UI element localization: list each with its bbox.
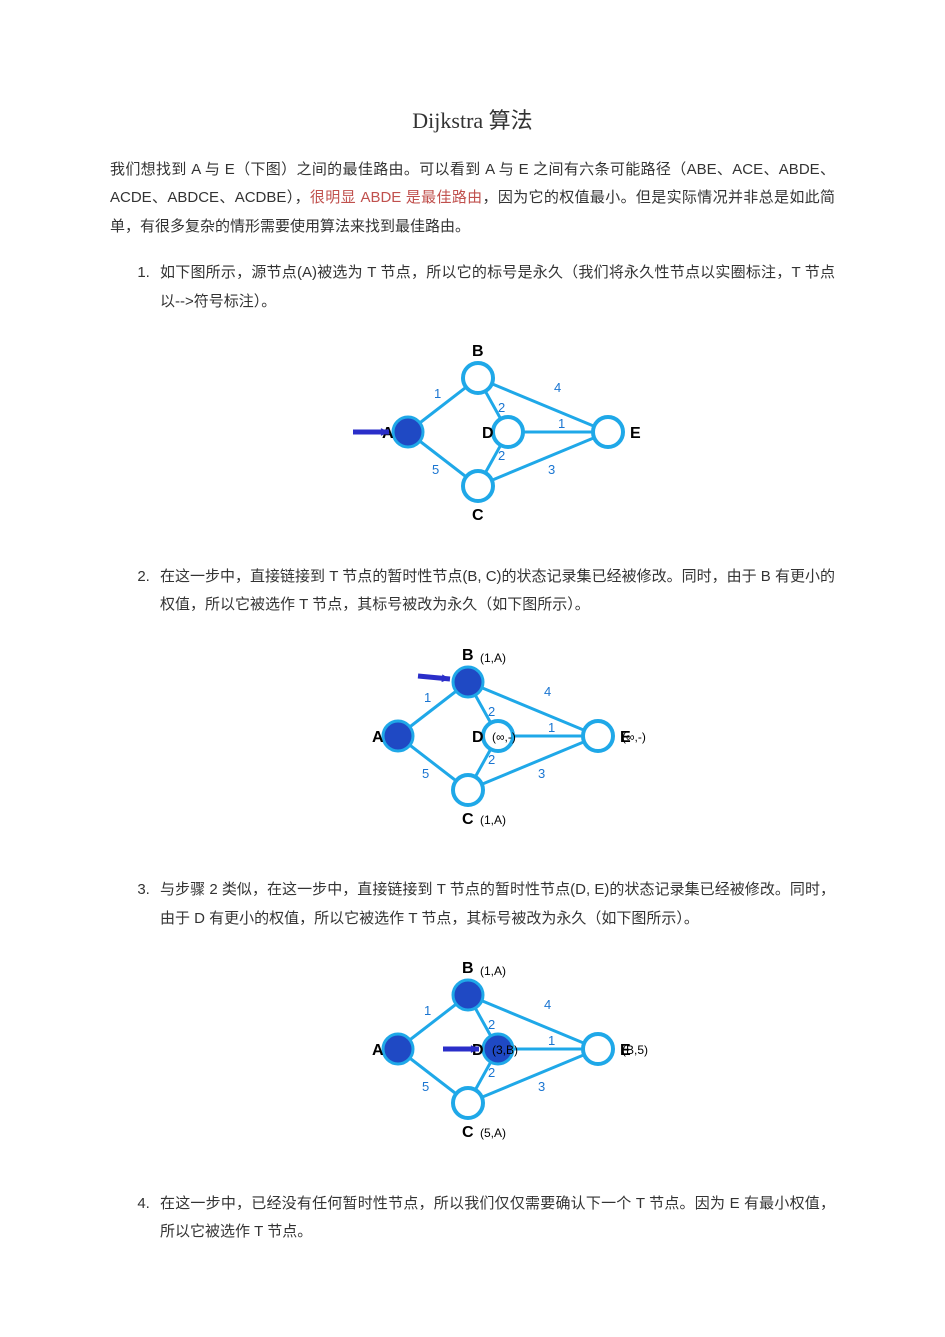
svg-text:4: 4 [544, 997, 551, 1012]
svg-text:(1,A): (1,A) [480, 813, 506, 827]
svg-text:1: 1 [558, 416, 565, 431]
svg-text:4: 4 [554, 380, 561, 395]
step-1-text: 如下图所示，源节点(A)被选为 T 节点，所以它的标号是永久（我们将永久性节点以… [160, 264, 835, 310]
intro-highlight: 很明显 ABDE 是最佳路由 [310, 189, 483, 206]
step-1: 如下图所示，源节点(A)被选为 T 节点，所以它的标号是永久（我们将永久性节点以… [154, 259, 835, 533]
svg-text:B: B [472, 343, 484, 360]
svg-text:2: 2 [488, 1065, 495, 1080]
document-page: Dijkstra 算法 我们想找到 A 与 E（下图）之间的最佳路由。可以看到 … [0, 0, 945, 1337]
svg-text:A: A [372, 1042, 384, 1059]
step-2: 在这一步中，直接链接到 T 节点的暂时性节点(B, C)的状态记录集已经被修改。… [154, 563, 835, 847]
svg-text:(5,A): (5,A) [480, 1126, 506, 1140]
graph-1-wrap: 1524231ABCDE [160, 342, 835, 533]
svg-text:(3,B): (3,B) [492, 1043, 518, 1057]
svg-text:E: E [630, 425, 641, 442]
svg-text:5: 5 [422, 1079, 429, 1094]
step-4-text: 在这一步中，已经没有任何暂时性节点，所以我们仅仅需要确认下一个 T 节点。因为 … [160, 1195, 835, 1241]
svg-text:5: 5 [432, 462, 439, 477]
svg-text:D: D [482, 425, 494, 442]
svg-text:A: A [372, 729, 384, 746]
svg-text:(∞,-): (∞,-) [492, 730, 516, 744]
svg-text:2: 2 [488, 1017, 495, 1032]
graph-3: 1524231AB(1,A)C(5,A)D(3,B)E(B,5) [338, 959, 658, 1149]
svg-text:2: 2 [488, 704, 495, 719]
svg-text:5: 5 [422, 766, 429, 781]
step-2-text: 在这一步中，直接链接到 T 节点的暂时性节点(B, C)的状态记录集已经被修改。… [160, 568, 835, 614]
svg-text:1: 1 [424, 690, 431, 705]
svg-text:2: 2 [498, 400, 505, 415]
svg-text:B: B [462, 647, 474, 664]
svg-text:1: 1 [548, 1033, 555, 1048]
svg-text:4: 4 [544, 684, 551, 699]
step-3: 与步骤 2 类似，在这一步中，直接链接到 T 节点的暂时性节点(D, E)的状态… [154, 876, 835, 1160]
page-title: Dijkstra 算法 [110, 100, 835, 142]
svg-text:1: 1 [434, 386, 441, 401]
svg-text:1: 1 [424, 1003, 431, 1018]
svg-text:2: 2 [498, 448, 505, 463]
svg-text:(1,A): (1,A) [480, 651, 506, 665]
steps-list: 如下图所示，源节点(A)被选为 T 节点，所以它的标号是永久（我们将永久性节点以… [110, 259, 835, 1247]
graph-3-wrap: 1524231AB(1,A)C(5,A)D(3,B)E(B,5) [160, 959, 835, 1160]
svg-text:C: C [462, 1124, 474, 1141]
step-4: 在这一步中，已经没有任何暂时性节点，所以我们仅仅需要确认下一个 T 节点。因为 … [154, 1190, 835, 1247]
svg-text:C: C [472, 507, 484, 522]
step-3-text: 与步骤 2 类似，在这一步中，直接链接到 T 节点的暂时性节点(D, E)的状态… [160, 881, 835, 927]
graph-2: 1524231AB(1,A)C(1,A)D(∞,-)E(∞,-) [338, 646, 658, 836]
svg-text:B: B [462, 960, 474, 977]
svg-text:C: C [462, 811, 474, 828]
svg-text:1: 1 [548, 720, 555, 735]
svg-text:3: 3 [538, 1079, 545, 1094]
svg-text:(1,A): (1,A) [480, 964, 506, 978]
svg-text:(∞,-): (∞,-) [622, 730, 646, 744]
svg-text:3: 3 [548, 462, 555, 477]
svg-text:D: D [472, 729, 484, 746]
svg-text:3: 3 [538, 766, 545, 781]
svg-text:(B,5): (B,5) [622, 1043, 648, 1057]
graph-1: 1524231ABCDE [348, 342, 648, 522]
graph-2-wrap: 1524231AB(1,A)C(1,A)D(∞,-)E(∞,-) [160, 646, 835, 847]
svg-text:2: 2 [488, 752, 495, 767]
intro-paragraph: 我们想找到 A 与 E（下图）之间的最佳路由。可以看到 A 与 E 之间有六条可… [110, 156, 835, 242]
